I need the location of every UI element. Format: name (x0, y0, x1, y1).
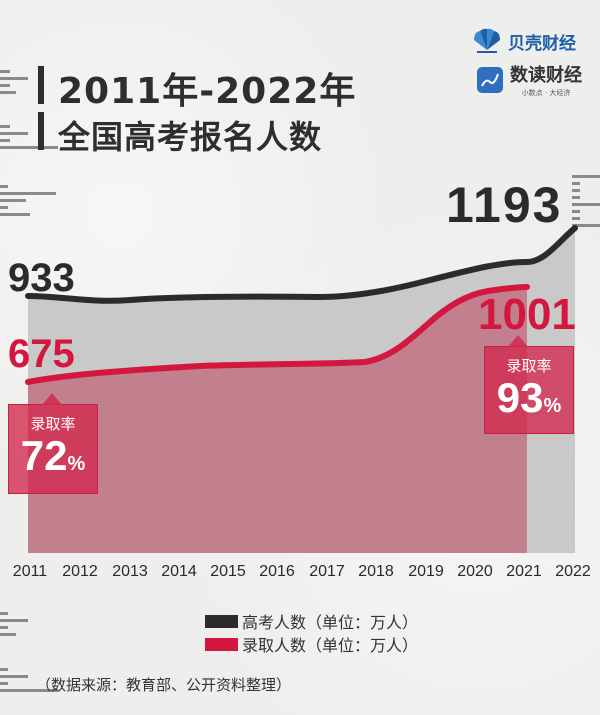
decorative-lines-left-4 (0, 612, 28, 640)
decorative-lines-left-3 (0, 185, 56, 220)
data-source-note: （数据来源：教育部、公开资料整理） (36, 676, 292, 694)
applicants-line (25, 225, 578, 304)
x-tick: 2017 (309, 563, 345, 580)
shell-icon (474, 28, 500, 53)
brand1-name: 贝壳财经 (508, 33, 576, 54)
x-tick: 2018 (358, 563, 394, 580)
admitted-area (28, 287, 527, 553)
decorative-lines-left-5 (0, 668, 58, 696)
x-tick: 2014 (161, 563, 197, 580)
x-tick: 2013 (112, 563, 148, 580)
decorative-lines-left-2 (0, 125, 58, 153)
rate-label: 录取率 (506, 357, 552, 375)
decorative-lines-right (572, 175, 600, 231)
x-tick: 2020 (457, 563, 493, 580)
x-tick: 2012 (62, 563, 98, 580)
label-admitted-2011: 675 (8, 332, 75, 376)
page-title-subject: 全国高考报名人数 (58, 118, 323, 156)
title-accent-bar-2 (38, 112, 44, 150)
x-tick: 2015 (210, 563, 246, 580)
brand2-name: 数读财经 (510, 65, 582, 86)
label-applicants-2022: 1193 (446, 177, 563, 233)
legend-item-admitted: 录取人数（单位：万人） (205, 633, 418, 655)
rate-label: 录取率 (30, 415, 76, 433)
admission-rate-box-2011: 录取率 72% (8, 393, 98, 494)
legend-label: 录取人数（单位：万人） (242, 636, 419, 655)
admitted-line (25, 284, 530, 385)
label-admitted-2021: 1001 (478, 290, 576, 339)
brand2-slogan: 小数点 · 大经济 (521, 89, 571, 97)
page-title-years: 2011年-2022年 (58, 71, 357, 112)
admission-rate-box-2021: 录取率 93% (484, 335, 574, 434)
x-tick: 2022 (555, 563, 591, 580)
callout-arrow (42, 393, 62, 405)
rate-value: 93% (496, 374, 562, 421)
legend-swatch-red (205, 637, 238, 651)
chart-legend: 高考人数（单位：万人） 录取人数（单位：万人） (205, 610, 418, 656)
shudu-finance-logo: 数读财经 小数点 · 大经济 (476, 66, 582, 98)
x-tick: 2016 (259, 563, 295, 580)
x-tick: 2011 (12, 563, 48, 580)
beike-finance-logo: 贝壳财经 (470, 28, 576, 54)
legend-label: 高考人数（单位：万人） (242, 613, 419, 632)
x-axis-labels: 2011 2012 2013 2014 2015 2016 2017 2018 … (0, 563, 600, 583)
callout-arrow (508, 335, 528, 347)
label-applicants-2011: 933 (8, 256, 75, 300)
map-logo-icon (477, 67, 503, 93)
rate-value: 72% (20, 432, 86, 479)
x-tick: 2021 (506, 563, 542, 580)
decorative-lines-left-1 (0, 70, 28, 98)
legend-swatch-black (205, 614, 238, 628)
legend-item-applicants: 高考人数（单位：万人） (205, 610, 418, 632)
title-accent-bar-1 (38, 66, 44, 104)
x-tick: 2019 (408, 563, 444, 580)
